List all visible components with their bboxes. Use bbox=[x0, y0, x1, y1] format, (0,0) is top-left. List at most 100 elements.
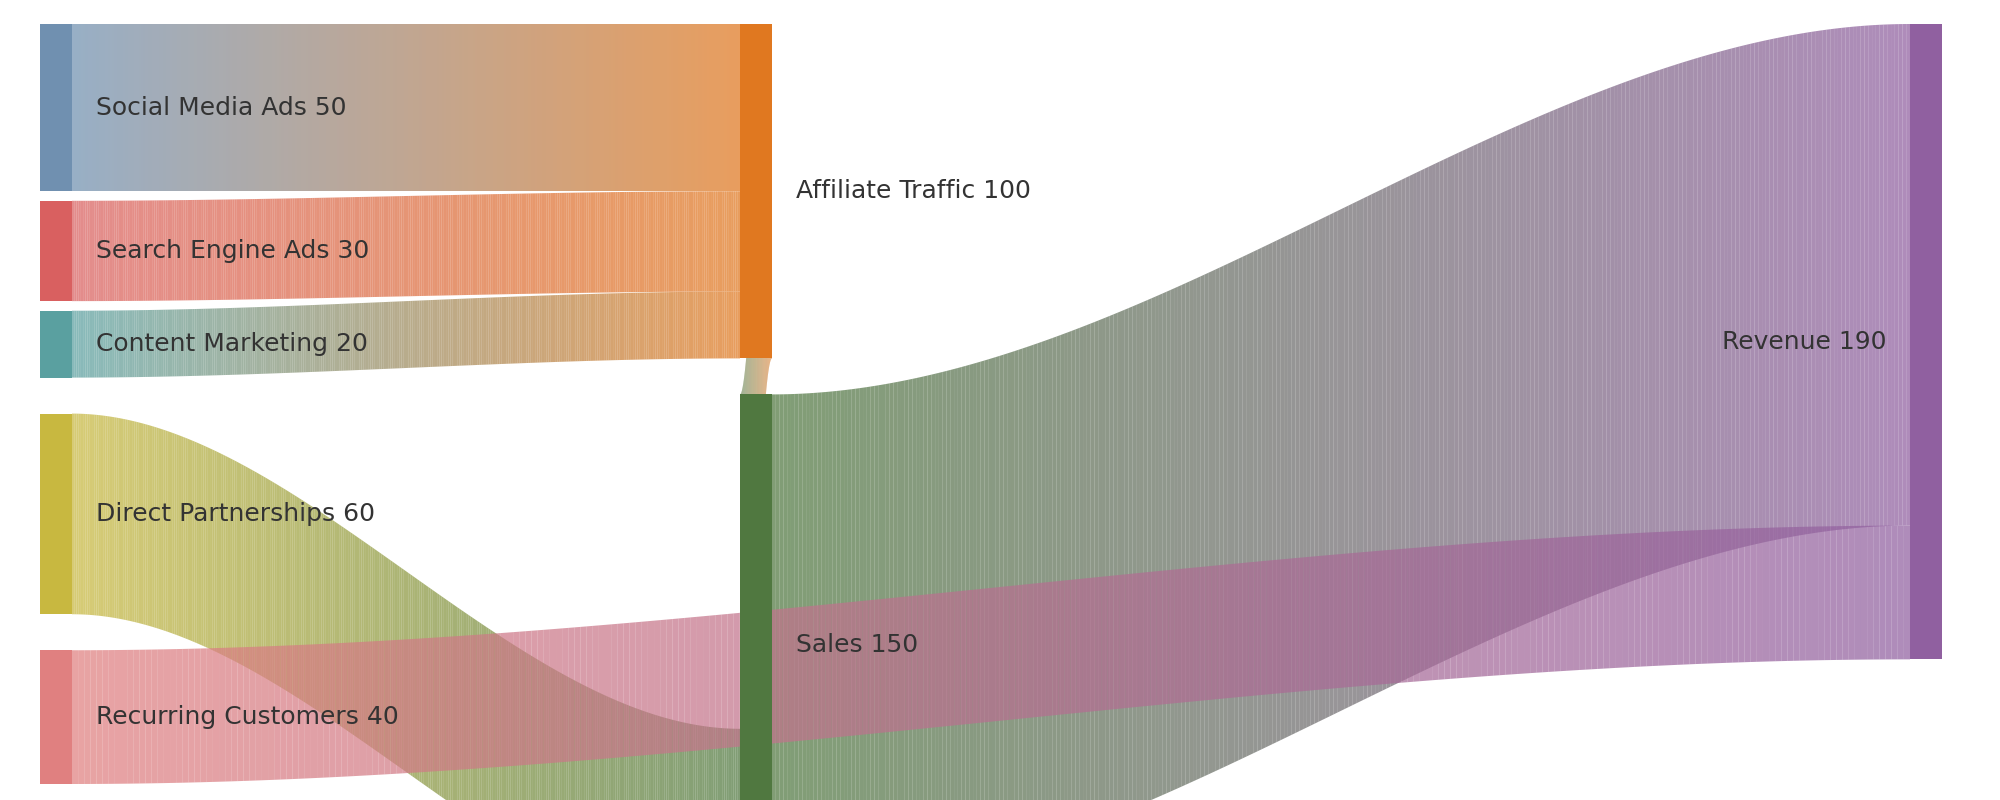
Polygon shape bbox=[428, 300, 430, 367]
Polygon shape bbox=[706, 292, 708, 358]
Polygon shape bbox=[440, 195, 442, 296]
Polygon shape bbox=[256, 199, 260, 299]
Polygon shape bbox=[362, 540, 364, 742]
Polygon shape bbox=[226, 308, 228, 375]
Polygon shape bbox=[158, 428, 162, 630]
Polygon shape bbox=[690, 617, 696, 751]
Polygon shape bbox=[92, 310, 94, 378]
Polygon shape bbox=[468, 298, 470, 366]
Polygon shape bbox=[630, 622, 636, 757]
Bar bbox=[740, 394, 772, 800]
Polygon shape bbox=[146, 424, 148, 626]
Polygon shape bbox=[670, 191, 674, 292]
Polygon shape bbox=[1068, 331, 1072, 800]
Polygon shape bbox=[916, 378, 920, 800]
Polygon shape bbox=[700, 24, 702, 191]
Polygon shape bbox=[124, 201, 126, 301]
Polygon shape bbox=[1010, 351, 1014, 800]
Polygon shape bbox=[432, 24, 434, 191]
Polygon shape bbox=[398, 565, 400, 767]
Polygon shape bbox=[1842, 526, 1848, 660]
Polygon shape bbox=[1174, 569, 1180, 703]
Polygon shape bbox=[556, 628, 562, 762]
Polygon shape bbox=[1706, 54, 1708, 558]
Polygon shape bbox=[668, 719, 670, 800]
Polygon shape bbox=[306, 24, 308, 191]
Polygon shape bbox=[148, 201, 150, 301]
Polygon shape bbox=[316, 24, 320, 191]
Polygon shape bbox=[1500, 132, 1504, 635]
Polygon shape bbox=[1272, 559, 1278, 694]
Polygon shape bbox=[508, 24, 510, 191]
Polygon shape bbox=[112, 24, 114, 191]
Polygon shape bbox=[260, 474, 262, 676]
Polygon shape bbox=[208, 309, 210, 375]
Polygon shape bbox=[1784, 36, 1788, 538]
Polygon shape bbox=[128, 24, 130, 191]
Polygon shape bbox=[1378, 189, 1382, 692]
Polygon shape bbox=[1466, 147, 1470, 650]
Polygon shape bbox=[262, 475, 264, 677]
Polygon shape bbox=[660, 24, 662, 191]
Polygon shape bbox=[758, 610, 764, 745]
Polygon shape bbox=[630, 192, 634, 292]
Polygon shape bbox=[440, 594, 442, 797]
Polygon shape bbox=[716, 24, 718, 191]
Polygon shape bbox=[586, 686, 588, 800]
Polygon shape bbox=[270, 480, 272, 682]
Polygon shape bbox=[798, 394, 802, 800]
Polygon shape bbox=[1640, 75, 1644, 578]
Polygon shape bbox=[936, 593, 942, 727]
Polygon shape bbox=[472, 618, 476, 800]
Polygon shape bbox=[736, 291, 738, 358]
Polygon shape bbox=[596, 294, 598, 361]
Polygon shape bbox=[504, 194, 506, 294]
Polygon shape bbox=[642, 293, 644, 359]
Polygon shape bbox=[194, 309, 196, 376]
Polygon shape bbox=[182, 649, 188, 782]
Polygon shape bbox=[432, 590, 434, 792]
Polygon shape bbox=[700, 292, 702, 358]
Polygon shape bbox=[814, 393, 818, 800]
Polygon shape bbox=[116, 418, 118, 618]
Polygon shape bbox=[650, 192, 654, 292]
Polygon shape bbox=[128, 650, 134, 784]
Polygon shape bbox=[738, 24, 740, 191]
Polygon shape bbox=[226, 647, 232, 782]
Polygon shape bbox=[1874, 526, 1880, 659]
Polygon shape bbox=[264, 477, 266, 678]
Polygon shape bbox=[176, 24, 178, 191]
Polygon shape bbox=[530, 296, 532, 363]
Polygon shape bbox=[420, 24, 422, 191]
Polygon shape bbox=[614, 24, 616, 191]
Polygon shape bbox=[1856, 26, 1860, 528]
Polygon shape bbox=[274, 198, 276, 299]
Polygon shape bbox=[202, 200, 204, 300]
Polygon shape bbox=[76, 201, 78, 301]
Polygon shape bbox=[1258, 248, 1262, 751]
Polygon shape bbox=[152, 426, 154, 627]
Polygon shape bbox=[238, 647, 244, 781]
Polygon shape bbox=[142, 310, 144, 377]
Polygon shape bbox=[1420, 547, 1426, 682]
Polygon shape bbox=[516, 194, 518, 294]
Polygon shape bbox=[536, 24, 538, 191]
Polygon shape bbox=[552, 669, 556, 800]
Polygon shape bbox=[1548, 538, 1554, 672]
Polygon shape bbox=[524, 24, 526, 191]
Polygon shape bbox=[662, 292, 664, 359]
Polygon shape bbox=[142, 24, 144, 191]
Polygon shape bbox=[326, 24, 328, 191]
Polygon shape bbox=[1370, 551, 1376, 686]
Polygon shape bbox=[122, 650, 128, 784]
Polygon shape bbox=[736, 729, 738, 800]
Polygon shape bbox=[316, 198, 320, 298]
Polygon shape bbox=[714, 191, 716, 291]
Polygon shape bbox=[86, 414, 88, 614]
Polygon shape bbox=[102, 650, 108, 784]
Polygon shape bbox=[168, 431, 170, 633]
Polygon shape bbox=[482, 24, 484, 191]
Polygon shape bbox=[936, 373, 938, 800]
Polygon shape bbox=[120, 201, 124, 301]
Polygon shape bbox=[188, 200, 190, 300]
